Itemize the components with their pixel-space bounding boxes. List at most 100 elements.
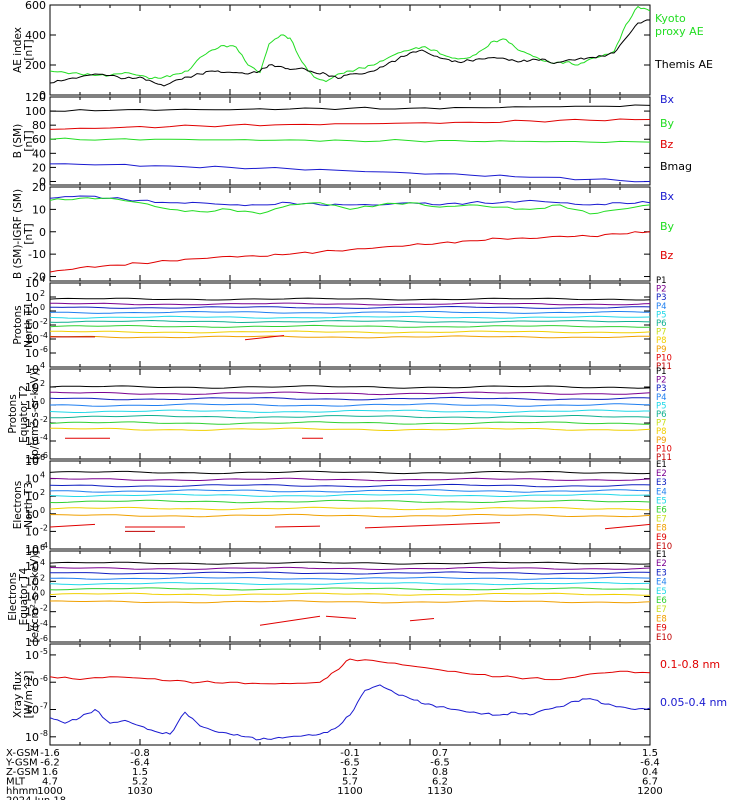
legend-entry: Bmag (660, 160, 692, 173)
legend-entry: P7 (656, 328, 667, 338)
y-tick-label-exponent: 0 (40, 506, 45, 515)
legend-entry: 0.05-0.4 nm (660, 696, 727, 709)
legend-entry: Bz (660, 138, 674, 151)
legend-entry: proxy AE (655, 25, 704, 38)
orbit-row-value: -6.4 (130, 758, 150, 769)
flux-segment (244, 335, 285, 341)
series-line (50, 104, 650, 112)
y-tick-label: 10 (25, 277, 39, 290)
flux-segment (259, 615, 321, 626)
flux-line (50, 600, 650, 604)
orbit-row-value: -0.8 (130, 748, 150, 759)
legend-entry: E1 (656, 550, 667, 560)
legend-entry: E8 (656, 524, 667, 534)
legend-entry: E7 (656, 605, 667, 615)
y-tick-label: 60 (32, 133, 46, 146)
legend-entry: E1 (656, 460, 667, 470)
y-axis-label: Electrons (12, 481, 24, 530)
y-axis-label: [nT] (23, 39, 35, 60)
y-axis-label: [nT] (23, 223, 35, 244)
plot-area (50, 104, 650, 183)
flux-line (50, 415, 650, 419)
y-tick-label-exponent: -4 (40, 433, 48, 442)
y-tick-label: 40 (32, 147, 46, 160)
flux-segment (409, 618, 435, 622)
y-tick-label: 10 (25, 473, 39, 486)
legend-entry: By (660, 117, 675, 130)
legend-entry: P3 (656, 293, 667, 303)
flux-line (50, 587, 650, 591)
flux-line (50, 581, 650, 586)
flux-segment (50, 523, 96, 528)
legend-entry: P6 (656, 319, 667, 329)
legend-entry: E4 (656, 487, 667, 497)
flux-line (50, 409, 650, 413)
flux-line (50, 385, 650, 389)
plot-area (50, 5, 650, 87)
y-tick-label: 10 (25, 291, 39, 304)
series-line (50, 163, 650, 183)
panel-frame (49, 460, 651, 550)
panel-frame (49, 368, 651, 460)
y-tick-label: 10 (25, 319, 39, 332)
y-axis-label: Protons (12, 305, 24, 344)
y-tick-label: 10 (25, 591, 39, 604)
y-tick-label-exponent: -6 (40, 451, 48, 460)
legend-entry: E2 (656, 469, 667, 479)
y-tick-label: 80 (32, 119, 46, 132)
y-tick-label: 10 (32, 203, 46, 216)
y-tick-label: 10 (25, 545, 39, 558)
y-tick-label-exponent: -6 (40, 634, 48, 643)
y-tick-label: 10 (25, 333, 39, 346)
flux-segment (604, 523, 650, 530)
legend-entry: P1 (656, 276, 667, 286)
orbit-row-value: 1200 (637, 786, 662, 797)
y-tick-label: 10 (25, 347, 39, 360)
flux-line (50, 297, 650, 301)
flux-line (50, 324, 650, 328)
flux-line (50, 566, 650, 571)
legend-entry: P1 (656, 367, 667, 377)
legend-entry: P2 (656, 285, 667, 295)
y-tick-label: 10 (25, 381, 39, 394)
panel-frame (49, 550, 651, 643)
y-axis-label: Equator T2 (18, 385, 30, 443)
flux-line (50, 315, 650, 319)
flux-line (50, 302, 650, 306)
flux-line (50, 403, 650, 407)
y-axis-label: Protons (7, 394, 19, 433)
legend-entry: P10 (656, 444, 672, 454)
flux-line (50, 576, 650, 580)
legend-entry: Themis AE (654, 58, 713, 71)
y-axis-label: [p/(cm²-s-sr-keV)] (29, 368, 41, 460)
orbit-row-value: 5.7 (342, 777, 358, 788)
y-tick-label-exponent: -2 (40, 604, 48, 613)
flux-line (50, 506, 650, 511)
y-tick-label: 200 (25, 59, 46, 72)
legend-entry: Kyoto (655, 12, 686, 25)
y-tick-label-exponent: 4 (40, 361, 45, 370)
y-tick-label-exponent: -6 (40, 345, 48, 354)
y-tick-label-exponent: 4 (40, 558, 45, 567)
legend-entry: E10 (656, 633, 672, 643)
legend-entry: Bz (660, 249, 674, 262)
y-axis-label: B (SM)-IGRF (SM) (12, 189, 24, 279)
flux-line (50, 310, 650, 314)
orbit-row-value: -6.4 (640, 758, 660, 769)
flux-line (50, 330, 650, 334)
y-tick-label-exponent: -7 (40, 702, 48, 711)
y-tick-label: 10 (25, 455, 39, 468)
flux-segment (364, 522, 501, 529)
y-tick-label-exponent: -4 (40, 541, 48, 550)
y-tick-label: 10 (25, 525, 39, 538)
legend-entry: Bx (660, 93, 675, 106)
legend-entry: E3 (656, 568, 667, 578)
legend-entry: Bx (660, 190, 675, 203)
y-tick-label-exponent: 4 (40, 275, 45, 284)
y-tick-label: 20 (32, 161, 46, 174)
y-tick-label-exponent: 2 (40, 573, 45, 582)
flux-line (50, 305, 650, 309)
legend-entry: E5 (656, 496, 667, 506)
